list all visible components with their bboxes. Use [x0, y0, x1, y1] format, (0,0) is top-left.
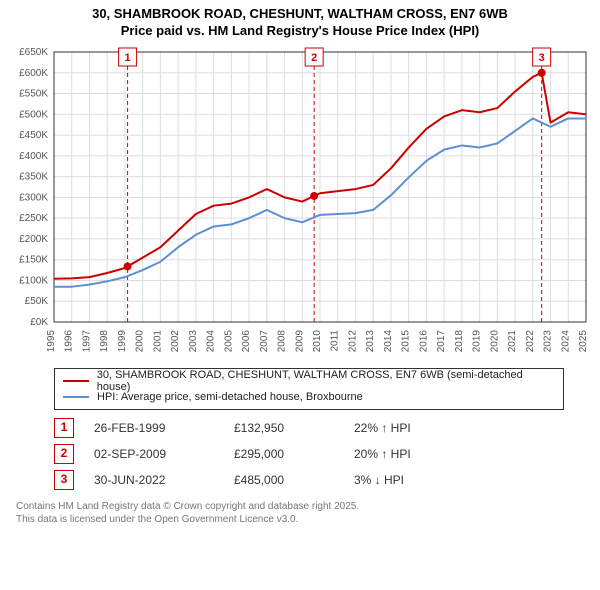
svg-text:2003: 2003 [188, 329, 199, 352]
svg-text:2020: 2020 [489, 329, 500, 352]
legend-swatch [63, 396, 89, 398]
event-price: £132,950 [234, 421, 354, 435]
svg-text:£50K: £50K [25, 296, 49, 307]
svg-text:3: 3 [539, 52, 545, 64]
svg-text:£550K: £550K [19, 88, 48, 99]
svg-text:2018: 2018 [454, 329, 465, 352]
legend: 30, SHAMBROOK ROAD, CHESHUNT, WALTHAM CR… [54, 368, 564, 410]
svg-text:£350K: £350K [19, 171, 48, 182]
event-delta: 3% ↓ HPI [354, 473, 454, 487]
event-marker: 1 [54, 418, 74, 438]
event-date: 02-SEP-2009 [94, 447, 234, 461]
svg-text:2024: 2024 [560, 329, 571, 352]
svg-text:2010: 2010 [312, 329, 323, 352]
event-price: £485,000 [234, 473, 354, 487]
svg-text:1995: 1995 [46, 329, 57, 352]
svg-text:£500K: £500K [19, 109, 48, 120]
chart-svg: £0K £50K £100K £150K £200K £250K £300K £350K £40… [8, 42, 592, 362]
svg-text:2022: 2022 [525, 329, 536, 352]
title-line-1: 30, SHAMBROOK ROAD, CHESHUNT, WALTHAM CR… [8, 6, 592, 23]
svg-text:2006: 2006 [241, 329, 252, 352]
svg-text:2009: 2009 [294, 329, 305, 352]
event-delta: 22% ↑ HPI [354, 421, 454, 435]
legend-row: 30, SHAMBROOK ROAD, CHESHUNT, WALTHAM CR… [63, 373, 555, 389]
svg-text:2017: 2017 [436, 329, 447, 352]
svg-text:1996: 1996 [64, 329, 75, 352]
event-date: 30-JUN-2022 [94, 473, 234, 487]
svg-text:2014: 2014 [383, 329, 394, 352]
svg-text:£300K: £300K [19, 192, 48, 203]
svg-text:2000: 2000 [135, 329, 146, 352]
copyright-line-1: Contains HM Land Registry data © Crown c… [16, 500, 592, 513]
svg-text:2021: 2021 [507, 329, 518, 352]
svg-text:2008: 2008 [277, 329, 288, 352]
svg-text:2007: 2007 [259, 329, 270, 352]
svg-text:2001: 2001 [152, 329, 163, 352]
svg-text:2004: 2004 [206, 329, 217, 352]
copyright: Contains HM Land Registry data © Crown c… [16, 500, 592, 526]
legend-label: 30, SHAMBROOK ROAD, CHESHUNT, WALTHAM CR… [97, 369, 555, 393]
chart-title: 30, SHAMBROOK ROAD, CHESHUNT, WALTHAM CR… [8, 6, 592, 40]
copyright-line-2: This data is licensed under the Open Gov… [16, 513, 592, 526]
svg-text:2: 2 [311, 52, 317, 64]
svg-text:2005: 2005 [223, 329, 234, 352]
event-marker: 2 [54, 444, 74, 464]
svg-text:£400K: £400K [19, 151, 48, 162]
svg-text:£250K: £250K [19, 213, 48, 224]
svg-text:£0K: £0K [30, 317, 48, 328]
event-marker: 3 [54, 470, 74, 490]
event-delta: 20% ↑ HPI [354, 447, 454, 461]
svg-text:2023: 2023 [543, 329, 554, 352]
svg-text:1998: 1998 [99, 329, 110, 352]
events-table: 1 26-FEB-1999£132,95022% ↑ HPI 2 02-SEP-200… [54, 418, 592, 490]
svg-text:2025: 2025 [578, 329, 589, 352]
svg-text:2013: 2013 [365, 329, 376, 352]
svg-text:£150K: £150K [19, 254, 48, 265]
svg-text:2019: 2019 [472, 329, 483, 352]
legend-swatch [63, 380, 89, 382]
svg-text:£100K: £100K [19, 275, 48, 286]
svg-text:£650K: £650K [19, 47, 48, 58]
svg-text:1997: 1997 [81, 329, 92, 352]
legend-label: HPI: Average price, semi-detached house,… [97, 391, 363, 403]
svg-text:£200K: £200K [19, 234, 48, 245]
event-price: £295,000 [234, 447, 354, 461]
svg-text:2012: 2012 [347, 329, 358, 352]
svg-text:2015: 2015 [401, 329, 412, 352]
event-date: 26-FEB-1999 [94, 421, 234, 435]
price-chart: £0K £50K £100K £150K £200K £250K £300K £350K £40… [8, 42, 592, 362]
svg-text:£600K: £600K [19, 68, 48, 79]
svg-text:£450K: £450K [19, 130, 48, 141]
svg-text:2011: 2011 [330, 329, 341, 351]
svg-text:2002: 2002 [170, 329, 181, 352]
svg-text:1: 1 [125, 52, 131, 64]
svg-text:2016: 2016 [418, 329, 429, 352]
svg-text:1999: 1999 [117, 329, 128, 352]
title-line-2: Price paid vs. HM Land Registry's House … [8, 23, 592, 40]
